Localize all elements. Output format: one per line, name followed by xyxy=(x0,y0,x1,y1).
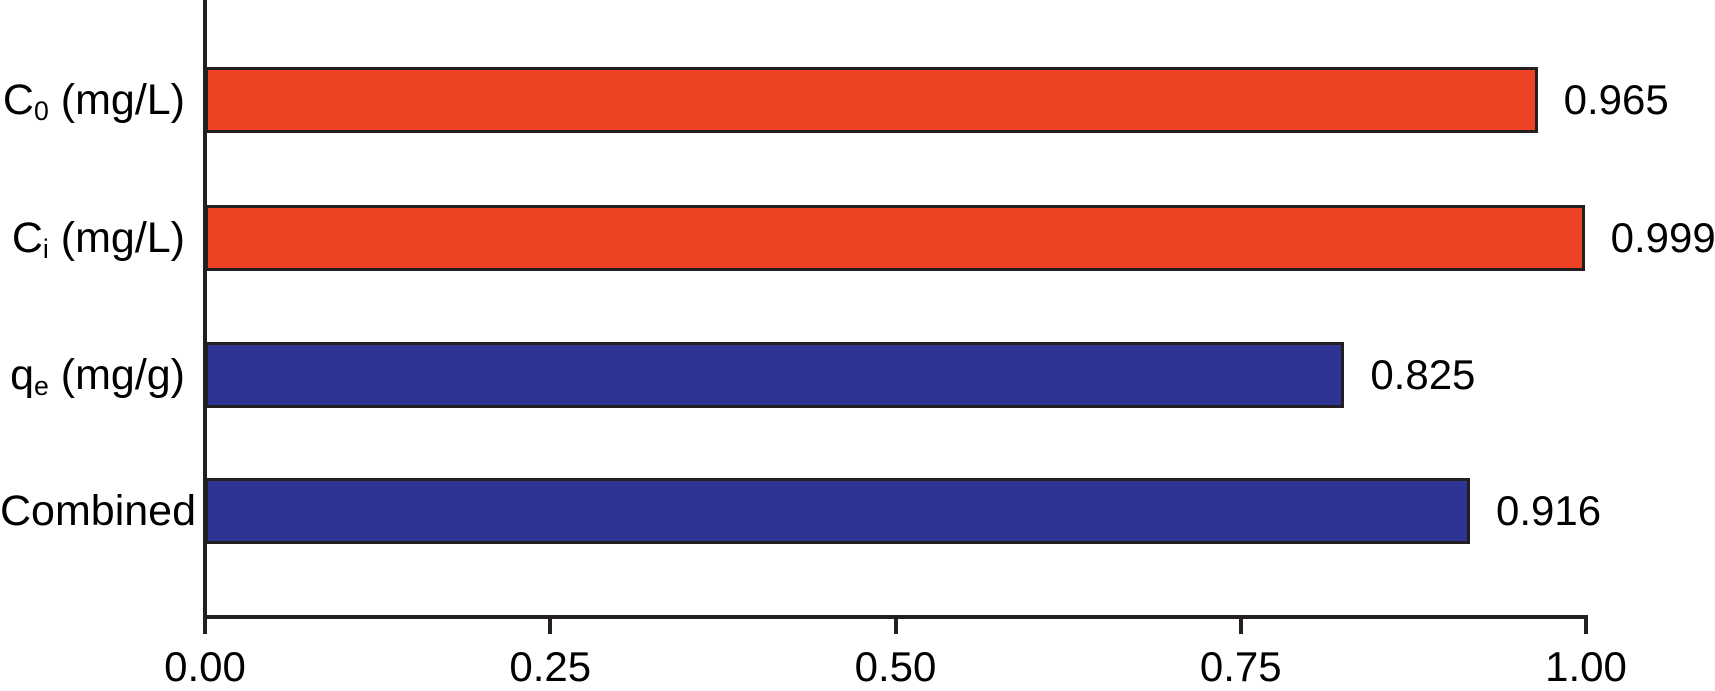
x-axis-tick xyxy=(893,619,898,634)
x-axis-tick-label: 0.75 xyxy=(1199,643,1282,690)
bar xyxy=(205,67,1538,133)
bar-value-label: 0.965 xyxy=(1563,76,1669,123)
category-label-base: C xyxy=(11,214,43,262)
bar-row: Combined 0.916 xyxy=(0,478,1715,544)
category-label-unit: (mg/g) xyxy=(48,351,185,399)
bar-value-label: 0.825 xyxy=(1370,351,1476,398)
category-label: C0 (mg/L) xyxy=(0,67,185,133)
x-axis-tick-label: 0.50 xyxy=(854,643,937,690)
category-label-subscript: i xyxy=(42,233,49,264)
x-axis-tick-label: 0.25 xyxy=(509,643,592,690)
x-axis-tick xyxy=(1584,619,1588,634)
category-label-unit: (mg/L) xyxy=(48,214,185,262)
category-label-subscript: e xyxy=(33,370,49,401)
y-axis-line xyxy=(203,0,207,619)
category-label-unit: (mg/L) xyxy=(48,76,185,124)
bar-row: qe (mg/g) 0.825 xyxy=(0,342,1715,408)
category-label-subscript: 0 xyxy=(33,95,49,126)
bar xyxy=(205,342,1345,408)
bar xyxy=(205,205,1585,271)
category-label: Ci (mg/L) xyxy=(0,205,185,271)
bar-value-label: 0.999 xyxy=(1610,214,1715,261)
category-label-base: q xyxy=(10,351,34,399)
x-axis-tick-label: 1.00 xyxy=(1545,643,1627,690)
category-label-base: C xyxy=(2,76,34,124)
x-axis-line xyxy=(203,615,1588,619)
bar-row: Ci (mg/L) 0.999 xyxy=(0,205,1715,271)
bar-value-label: 0.916 xyxy=(1495,487,1602,534)
x-axis-tick xyxy=(1238,619,1243,634)
x-axis-tick xyxy=(203,619,207,634)
bar xyxy=(205,478,1470,544)
category-label: Combined xyxy=(0,478,196,544)
category-label-base: Combined xyxy=(0,487,196,535)
x-axis-tick xyxy=(548,619,553,634)
bar-row: C0 (mg/L) 0.965 xyxy=(0,67,1715,133)
x-axis-tick-label: 0.00 xyxy=(164,643,246,690)
category-label: qe (mg/g) xyxy=(0,342,185,408)
